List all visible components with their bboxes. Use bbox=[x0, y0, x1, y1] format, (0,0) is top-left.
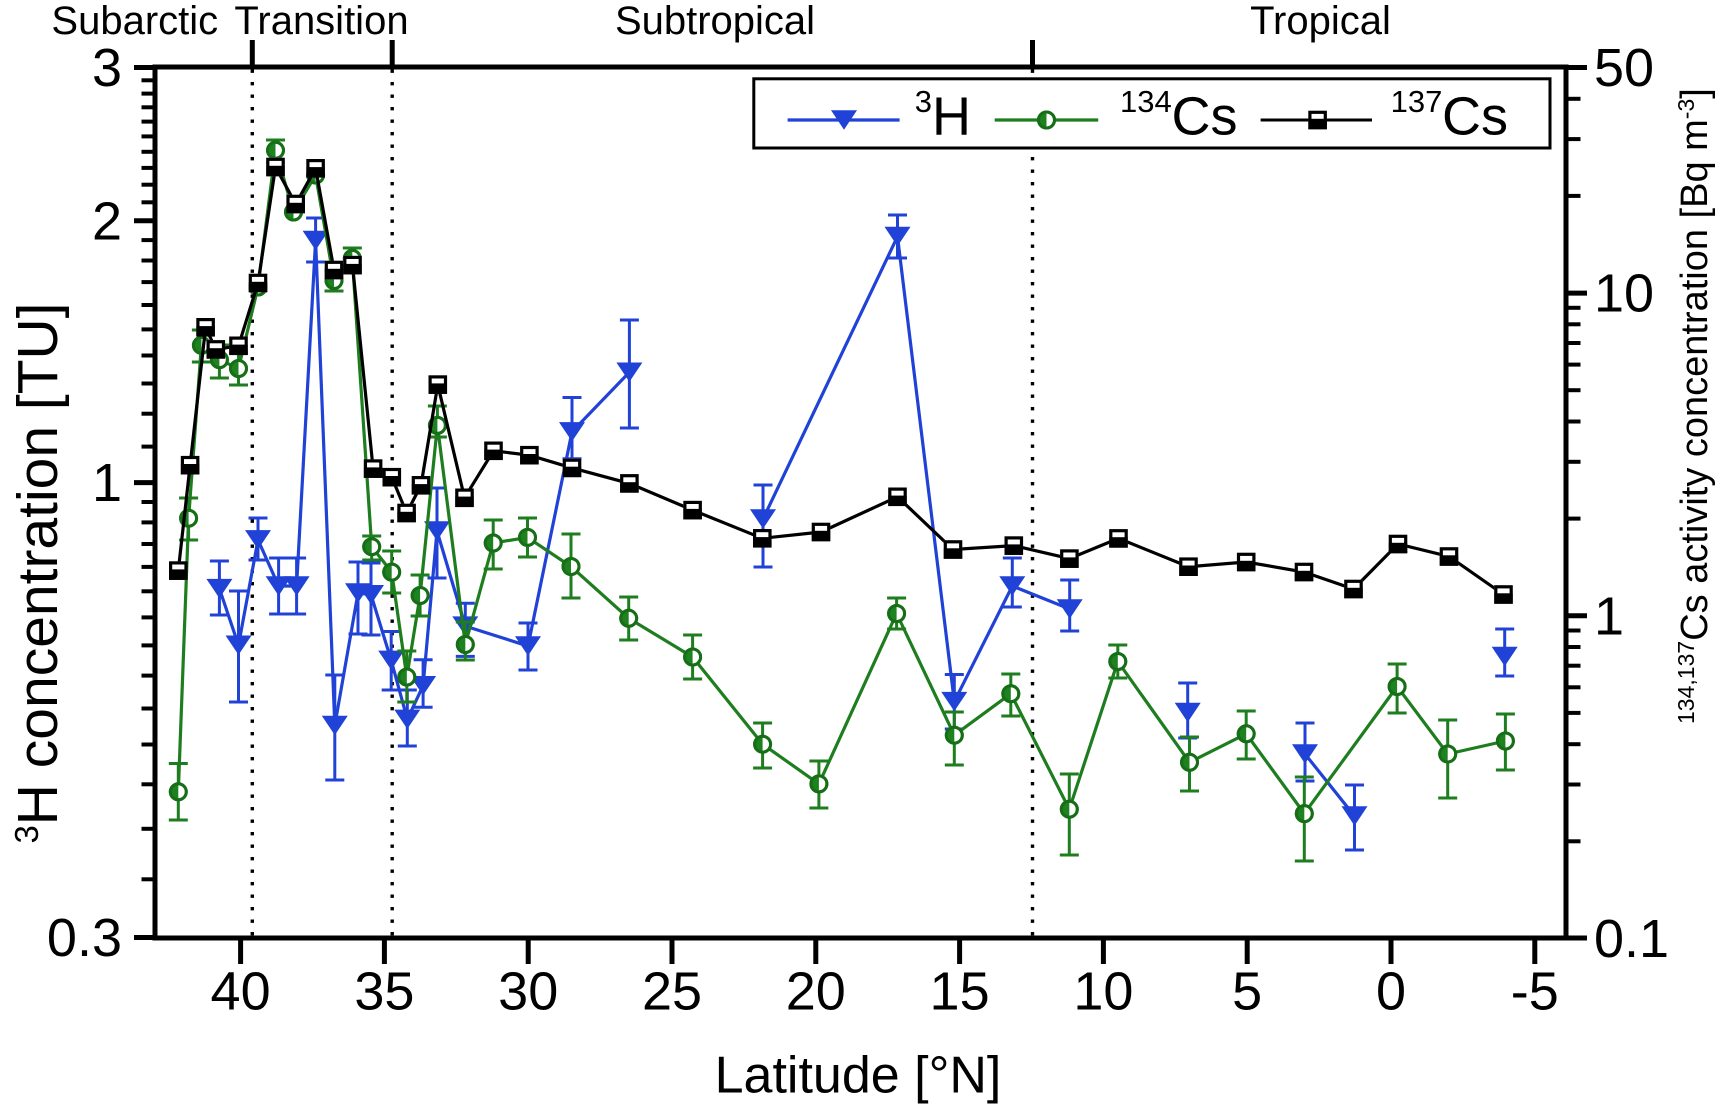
svg-text:10: 10 bbox=[1594, 264, 1654, 324]
svg-text:134: 134 bbox=[1120, 84, 1172, 119]
svg-text:134,137: 134,137 bbox=[1673, 641, 1699, 724]
svg-text:2: 2 bbox=[92, 191, 122, 251]
svg-text:Latitude [°N]: Latitude [°N] bbox=[715, 1047, 1002, 1105]
svg-text:H: H bbox=[932, 87, 971, 147]
svg-text:-5: -5 bbox=[1511, 962, 1559, 1022]
svg-text:40: 40 bbox=[211, 962, 271, 1022]
svg-text:1: 1 bbox=[1594, 586, 1624, 646]
svg-text:137: 137 bbox=[1391, 84, 1443, 119]
svg-text:H concentration [TU]: H concentration [TU] bbox=[6, 302, 70, 825]
svg-text:0: 0 bbox=[1376, 962, 1406, 1022]
svg-text:30: 30 bbox=[498, 962, 558, 1022]
svg-text:Subtropical: Subtropical bbox=[615, 0, 815, 43]
svg-text:35: 35 bbox=[354, 962, 414, 1022]
svg-text:Tropical: Tropical bbox=[1250, 0, 1391, 43]
svg-text:]: ] bbox=[1674, 88, 1716, 99]
svg-text:-3: -3 bbox=[1673, 99, 1699, 119]
svg-text:10: 10 bbox=[1073, 962, 1133, 1022]
svg-text:25: 25 bbox=[642, 962, 702, 1022]
svg-text:0.3: 0.3 bbox=[47, 908, 122, 968]
svg-text:3: 3 bbox=[915, 84, 932, 119]
svg-text:5: 5 bbox=[1232, 962, 1262, 1022]
svg-text:Cs: Cs bbox=[1442, 87, 1508, 147]
svg-text:20: 20 bbox=[786, 962, 846, 1022]
svg-text:50: 50 bbox=[1594, 38, 1654, 98]
svg-text:15: 15 bbox=[930, 962, 990, 1022]
svg-text:Subarctic: Subarctic bbox=[51, 0, 218, 43]
svg-text:1: 1 bbox=[92, 453, 122, 513]
svg-text:Transition: Transition bbox=[234, 0, 408, 43]
svg-text:3: 3 bbox=[92, 38, 122, 98]
svg-text:Cs: Cs bbox=[1172, 87, 1238, 147]
svg-text:0.1: 0.1 bbox=[1594, 909, 1669, 969]
svg-text:Cs activity concentration [Bq: Cs activity concentration [Bq m bbox=[1674, 119, 1716, 641]
svg-text:3: 3 bbox=[8, 825, 45, 843]
